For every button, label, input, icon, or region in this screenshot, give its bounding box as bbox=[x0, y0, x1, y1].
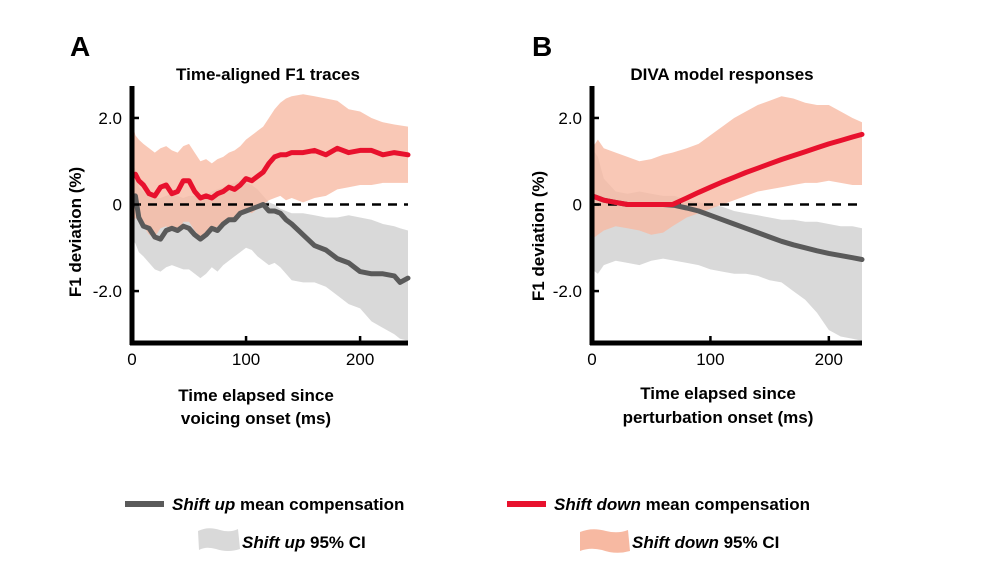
panel-a-xlabel-line2: voicing onset (ms) bbox=[181, 409, 331, 428]
panel-b-plot: -2.0 0 2.0 0 100 200 bbox=[553, 86, 865, 369]
panel-b-x-tick-label: 0 bbox=[587, 350, 596, 369]
panel-a-y-tick-label: 0 bbox=[113, 196, 122, 215]
panel-b-y-tick-label: -2.0 bbox=[553, 282, 582, 301]
panel-a-shift-up-mean-line bbox=[129, 193, 411, 285]
legend-up-ci-label: Shift up 95% CI bbox=[242, 533, 366, 552]
panel-a-shift-down-mean-line bbox=[129, 145, 411, 201]
panel-a-x-tick-label: 100 bbox=[232, 350, 260, 369]
legend-up-line-label: Shift up mean compensation bbox=[172, 495, 404, 514]
panel-b-y-tick-label: 0 bbox=[573, 196, 582, 215]
panel-b-xlabel-line2: perturbation onset (ms) bbox=[623, 408, 814, 427]
panel-b-x-tick-label: 200 bbox=[815, 350, 843, 369]
panel-a-xlabel-line1: Time elapsed since bbox=[178, 386, 334, 405]
panel-a-y-tick-label: 2.0 bbox=[98, 109, 122, 128]
panel-a-y-tick-label: -2.0 bbox=[93, 282, 122, 301]
panel-b-x-tick-label: 100 bbox=[696, 350, 724, 369]
panel-a-title: Time-aligned F1 traces bbox=[176, 65, 360, 84]
legend-up-ci-swatch bbox=[198, 528, 240, 551]
panel-a-letter: A bbox=[70, 31, 90, 62]
panel-b-xlabel-line1: Time elapsed since bbox=[640, 384, 796, 403]
panel-a-plot: -2.0 0 2.0 0 100 200 bbox=[93, 86, 411, 369]
panel-b-letter: B bbox=[532, 31, 552, 62]
panel-b-title: DIVA model responses bbox=[630, 65, 813, 84]
panel-a: A Time-aligned F1 traces -2.0 0 2.0 0 100 200… bbox=[66, 31, 411, 428]
legend-down-line-label: Shift down mean compensation bbox=[554, 495, 810, 514]
panel-b-shift-down-mean-line bbox=[589, 131, 865, 207]
panel-b-y-tick-label: 2.0 bbox=[558, 109, 582, 128]
panel-b: B DIVA model responses -2.0 0 2.0 0 100 200 F… bbox=[529, 31, 865, 427]
panel-a-ylabel: F1 deviation (%) bbox=[66, 167, 85, 297]
legend-down-ci-label: Shift down 95% CI bbox=[632, 533, 779, 552]
panel-a-x-tick-label: 0 bbox=[127, 350, 136, 369]
legend-down-ci-swatch bbox=[580, 529, 630, 553]
panel-b-ylabel: F1 deviation (%) bbox=[529, 171, 548, 301]
panel-a-x-tick-label: 200 bbox=[346, 350, 374, 369]
legend: Shift up mean compensation Shift down me… bbox=[125, 495, 810, 553]
